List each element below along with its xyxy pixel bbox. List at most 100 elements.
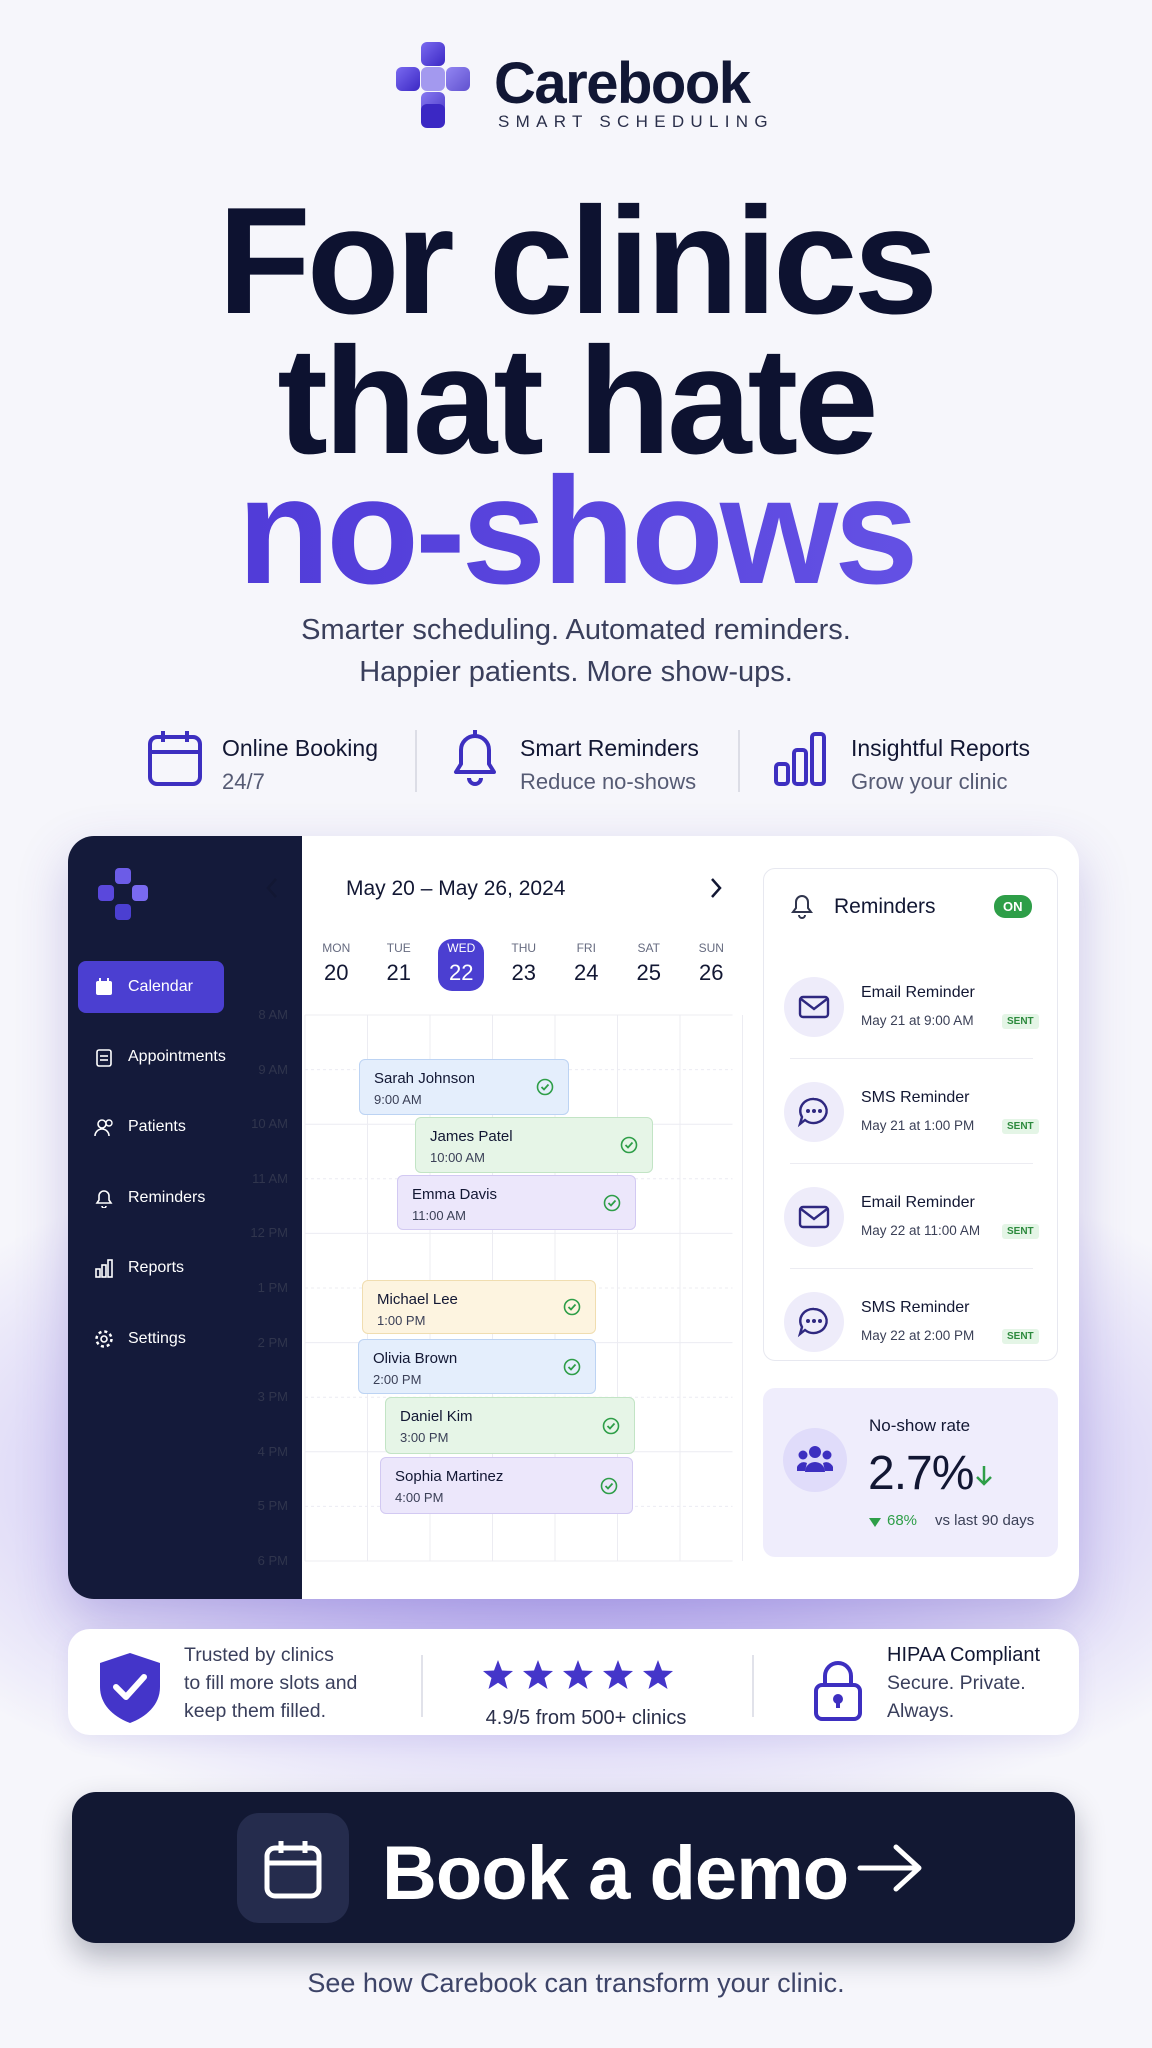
feature-title: Online Booking [222, 735, 378, 761]
feature-title: Smart Reminders [520, 735, 699, 761]
cta-label[interactable]: Book a demo [382, 1831, 849, 1916]
next-button[interactable] [708, 876, 724, 900]
check-icon [536, 1078, 554, 1096]
feature-title: Insightful Reports [851, 735, 1030, 761]
people-icon [797, 1446, 833, 1472]
day-name: SUN [698, 941, 724, 955]
appointment-time: 4:00 PM [395, 1490, 444, 1505]
check-icon [602, 1417, 620, 1434]
reminder-status: SENT [1002, 1014, 1039, 1029]
check-icon [603, 1194, 621, 1211]
feature-subtitle: 24/7 [222, 769, 265, 794]
day-date: 26 [699, 960, 724, 985]
headline: that hate [277, 316, 878, 486]
feature-subtitle: Reduce no-shows [520, 769, 697, 794]
appointment[interactable]: Emma Davis 11:00 AM [397, 1175, 636, 1230]
reminder-title: Email Reminder [861, 1194, 975, 1211]
cta-icon-bg [237, 1813, 349, 1923]
hipaa-text: Always. [887, 1700, 955, 1722]
appointment[interactable]: Sarah Johnson 9:00 AM [359, 1059, 569, 1115]
nav-item[interactable]: Patients [128, 1118, 186, 1135]
appointment-name: Emma Davis [412, 1186, 498, 1203]
dashboard: Calendar Appointments Patients Reminders Rep… [68, 836, 1079, 1599]
day-date: 20 [324, 960, 349, 985]
reminder-time: May 22 at 2:00 PM [861, 1328, 975, 1343]
mail-icon [798, 995, 830, 1019]
nav-item[interactable]: Reports [128, 1259, 185, 1276]
divider [421, 1655, 423, 1717]
day-date: 22 [449, 960, 474, 985]
appointment[interactable]: Sophia Martinez 4:00 PM [380, 1457, 633, 1514]
appointment-time: 1:00 PM [377, 1313, 426, 1328]
reminder-title: SMS Reminder [861, 1299, 970, 1316]
sidebar-logo [98, 868, 148, 920]
nav-icon [95, 1330, 113, 1348]
day-date: 21 [386, 960, 411, 985]
chat-icon [797, 1307, 828, 1338]
appointment[interactable]: James Patel 10:00 AM [415, 1117, 653, 1173]
prev-button[interactable] [264, 876, 280, 900]
appointment[interactable]: Daniel Kim 3:00 PM [385, 1397, 635, 1454]
reminder-status: SENT [1002, 1329, 1039, 1344]
time-label: 9 AM [258, 1061, 288, 1077]
icon-circle [783, 1428, 847, 1492]
nav-item[interactable]: Reminders [128, 1189, 206, 1206]
reminders-title: Reminders [834, 895, 936, 918]
time-label: 4 PM [257, 1443, 288, 1459]
appointment-time: 11:00 AM [412, 1208, 466, 1223]
reminder-status: SENT [1002, 1119, 1039, 1134]
check-icon [563, 1358, 581, 1375]
divider [790, 1163, 1033, 1164]
appointment-time: 9:00 AM [374, 1092, 422, 1107]
time-label: 5 PM [257, 1498, 288, 1514]
appointment-time: 2:00 PM [373, 1372, 422, 1387]
no-show-comparison: vs last 90 days [935, 1512, 1035, 1529]
bell-icon [791, 895, 813, 919]
day-date: 25 [636, 960, 661, 985]
time-label: 1 PM [257, 1280, 288, 1295]
check-icon [600, 1477, 618, 1494]
date-range: May 20 – May 26, 2024 [346, 877, 566, 900]
appointment-time: 10:00 AM [430, 1150, 485, 1165]
subtitle: Happier patients. More show-ups. [359, 656, 793, 688]
reminder-time: May 22 at 11:00 AM [861, 1223, 981, 1238]
down-triangle [869, 1518, 881, 1527]
rating: 4.9/5 from 500+ clinics [485, 1707, 687, 1729]
reminder-title: Email Reminder [861, 984, 975, 1001]
appointment[interactable]: Michael Lee 1:00 PM [362, 1280, 596, 1334]
cta-button[interactable]: Book a demo [72, 1792, 1075, 1943]
divider [415, 730, 417, 792]
icon-circle [784, 977, 844, 1037]
appointment-name: Michael Lee [377, 1291, 458, 1308]
time-label: 11 AM [252, 1170, 288, 1186]
logo-icon [396, 42, 470, 128]
nav-item[interactable]: Calendar [128, 978, 193, 995]
nav-item[interactable]: Appointments [128, 1048, 226, 1065]
time-label: 3 PM [257, 1389, 288, 1405]
check-icon [563, 1298, 581, 1316]
appointment-time: 3:00 PM [400, 1430, 449, 1445]
reminder-title: SMS Reminder [861, 1089, 970, 1106]
trust-text: to fill more slots and [184, 1672, 358, 1694]
day-name: TUE [386, 941, 411, 955]
nav-item[interactable]: Settings [128, 1330, 186, 1347]
arrow-icon [857, 1844, 922, 1892]
day-name: FRI [576, 941, 596, 955]
appointment-name: James Patel [430, 1128, 513, 1145]
time-label: 12 PM [250, 1225, 288, 1241]
nav-icon [94, 1119, 113, 1137]
day-name: THU [511, 941, 537, 955]
day-name: SAT [637, 941, 660, 955]
appointment-name: Sarah Johnson [374, 1070, 475, 1087]
lock-icon [814, 1661, 862, 1721]
appointment[interactable]: Olivia Brown 2:00 PM [358, 1339, 596, 1394]
no-show-change: 68% [887, 1512, 918, 1529]
divider [738, 730, 740, 792]
check-icon [620, 1136, 638, 1154]
divider [790, 1058, 1033, 1059]
nav-icon [96, 1049, 112, 1067]
headline-highlight: no-shows [0, 455, 1152, 607]
reminder-time: May 21 at 1:00 PM [861, 1118, 975, 1133]
day-date: 23 [511, 960, 536, 985]
